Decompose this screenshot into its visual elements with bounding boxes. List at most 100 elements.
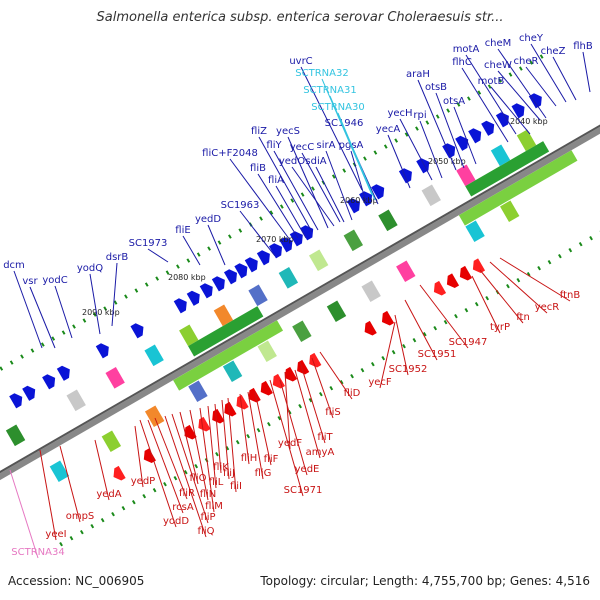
forward-gene-label: yecH <box>387 108 433 181</box>
reverse-gene-label-text: fliJ <box>223 468 235 479</box>
forward-gene-arrow <box>416 158 430 174</box>
green-band <box>458 150 578 226</box>
forward-gene-label-text: yecC <box>290 142 315 153</box>
forward-gene-label-text: dcm <box>3 260 25 271</box>
leader-line <box>227 397 237 493</box>
feature-box <box>105 367 125 389</box>
leader-line <box>29 286 56 349</box>
forward-gene-label-text: flhB <box>573 41 593 52</box>
leader-line <box>247 391 264 480</box>
leader-line <box>229 158 291 241</box>
reverse-gene-label-text: amyA <box>306 447 335 458</box>
track-tick <box>196 252 201 257</box>
leader-line <box>419 284 469 349</box>
forward-gene-label-text: SC1973 <box>129 238 168 249</box>
reverse-gene-label-text: ompS <box>66 511 95 522</box>
track-tick <box>422 331 427 337</box>
rna-gene-label: SCTRNA31 <box>303 85 373 196</box>
feature-box <box>326 300 347 323</box>
track-tick <box>186 258 191 263</box>
feature-box <box>361 280 381 303</box>
leader-line <box>154 417 188 500</box>
leader-line <box>471 275 501 334</box>
leader-line <box>497 48 547 119</box>
leader-line <box>275 185 307 239</box>
track-tick <box>269 210 274 215</box>
leader-line <box>89 273 101 335</box>
leader-line <box>269 379 304 497</box>
feature-box <box>222 360 243 383</box>
forward-gene-arrow <box>256 250 270 266</box>
reverse-gene-arrow <box>284 366 298 382</box>
forward-gene-arrow <box>211 276 225 292</box>
track-tick <box>300 192 305 197</box>
reverse-gene-label: fliM <box>199 407 223 513</box>
leader-line <box>164 415 207 538</box>
track-tick <box>526 271 531 277</box>
reverse-gene-label: fliK <box>213 403 229 474</box>
track-tick <box>0 366 4 371</box>
forward-gene-label: cheW <box>484 60 541 121</box>
leader-line <box>525 66 557 107</box>
track-tick <box>342 168 347 173</box>
reverse-gene-label-text: fliP <box>200 512 215 523</box>
forward-gene-label-text: rpi <box>413 110 426 121</box>
leader-line <box>461 67 509 143</box>
reverse-gene-arrow <box>472 258 486 274</box>
reverse-gene-label: yecF <box>368 321 396 389</box>
track-tick <box>329 385 334 391</box>
forward-gene-label: SC1963 <box>221 200 276 257</box>
reverse-gene-label-text: SC1952 <box>389 364 428 375</box>
forward-gene-label: yedO <box>279 156 335 227</box>
forward-gene-label: dcm <box>3 260 43 349</box>
reverse-gene-label: fliI <box>227 397 242 493</box>
forward-gene-label-text: fliY <box>266 140 282 151</box>
feature-box <box>144 405 165 428</box>
track-tick <box>474 301 479 307</box>
reverse-gene-label: yedE <box>279 379 319 476</box>
forward-gene-label: SC1973 <box>129 238 169 263</box>
track-tick <box>339 379 344 385</box>
leader-line <box>139 419 177 528</box>
forward-gene-label: fliY <box>266 140 319 231</box>
reverse-gene-label-text: yecF <box>368 377 392 388</box>
feature-box <box>144 344 164 367</box>
reverse-gene-label: SC1952 <box>389 314 428 376</box>
feature-box <box>257 340 277 363</box>
feature-box <box>500 200 520 223</box>
track-tick <box>267 421 271 427</box>
leader-line <box>13 270 43 349</box>
forward-gene-label: dsrB <box>106 252 128 327</box>
feature-box <box>396 260 416 283</box>
leader-line <box>582 51 591 93</box>
map-title: Salmonella enterica subsp. enterica sero… <box>96 10 504 25</box>
green-band <box>188 306 264 357</box>
leader-line <box>387 134 411 189</box>
reverse-gene-label: yedA <box>94 439 122 501</box>
leader-line <box>489 261 548 314</box>
forward-gene-label-text: motB <box>478 76 505 87</box>
forward-gene-arrow <box>244 257 258 273</box>
forward-gene-arrow <box>481 120 495 136</box>
forward-gene-label-text: sirA <box>317 140 336 151</box>
reverse-gene-label-text: fliI <box>230 481 242 492</box>
feature-box <box>456 164 476 187</box>
forward-gene-label-text: yedO <box>279 156 305 167</box>
pseudo-gene-label-text: SCTRNA34 <box>11 547 64 558</box>
track-tick <box>391 349 396 355</box>
track-tick <box>425 120 430 125</box>
kbp-label: 2050 kbp <box>428 157 466 166</box>
reverse-gene-label-text: yecR <box>535 302 560 313</box>
leader-line <box>111 262 118 327</box>
forward-gene-arrow <box>511 103 525 119</box>
leader-line <box>301 152 341 223</box>
track-tick <box>360 367 365 373</box>
forward-gene-label-text: fliE <box>175 225 190 236</box>
forward-gene-label-text: otsB <box>425 82 447 93</box>
leader-line <box>59 445 81 523</box>
forward-gene-label-text: fliA <box>268 175 284 186</box>
forward-gene-arrow <box>22 385 36 401</box>
track-tick <box>415 126 419 131</box>
reverse-gene-label: fliH <box>239 393 257 465</box>
kbp-label: 2090 kbp <box>82 308 120 317</box>
